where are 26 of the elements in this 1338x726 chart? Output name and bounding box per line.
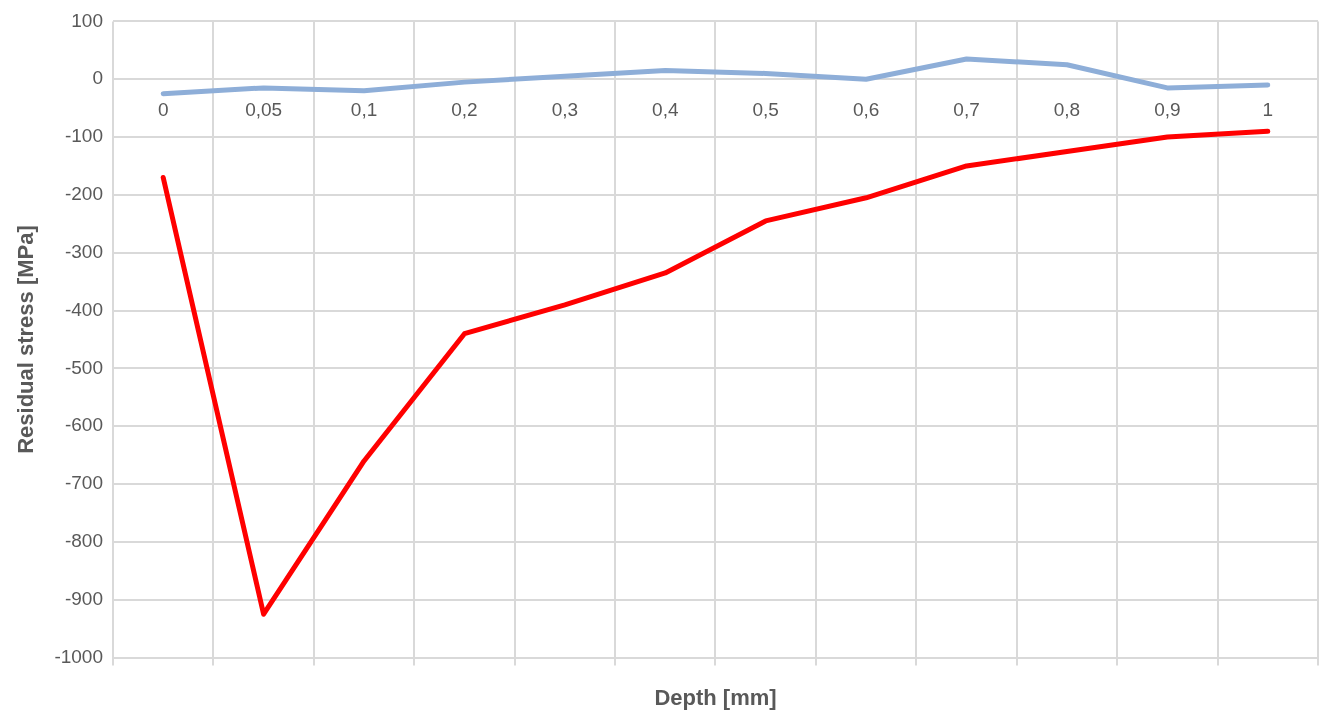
x-tick-label: 0,4	[652, 98, 679, 120]
y-tick-label: -700	[64, 472, 103, 494]
y-tick-label: 100	[71, 9, 103, 31]
y-tick-label: -1000	[54, 645, 103, 667]
x-tick-label: 0,8	[1053, 98, 1081, 120]
y-tick-label: -900	[64, 588, 103, 609]
x-tick-label: 0,7	[953, 98, 980, 120]
y-tick-label: -400	[64, 298, 103, 320]
y-tick-label: -300	[64, 240, 103, 262]
x-tick-label: 0,05	[245, 98, 283, 120]
x-tick-label: 1	[1262, 98, 1274, 120]
y-tick-label: -100	[64, 125, 103, 147]
y-tick-label: -500	[64, 356, 103, 378]
y-tick-label: 0	[92, 67, 103, 89]
y-tick-label: -600	[64, 414, 103, 436]
x-tick-label: 0,9	[1154, 98, 1181, 120]
x-tick-label: 0	[157, 98, 169, 120]
x-tick-label: 0,1	[350, 98, 378, 120]
x-tick-label: 0,2	[451, 98, 478, 120]
x-axis-title: Depth [mm]	[654, 684, 777, 710]
y-axis-title: Residual stress [MPa]	[13, 225, 39, 454]
y-tick-label: -800	[64, 530, 103, 552]
x-tick-label: 0,5	[752, 98, 779, 120]
x-tick-label: 0,6	[852, 98, 880, 120]
y-tick-label: -200	[64, 183, 103, 205]
x-tick-label: 0,3	[551, 98, 579, 120]
